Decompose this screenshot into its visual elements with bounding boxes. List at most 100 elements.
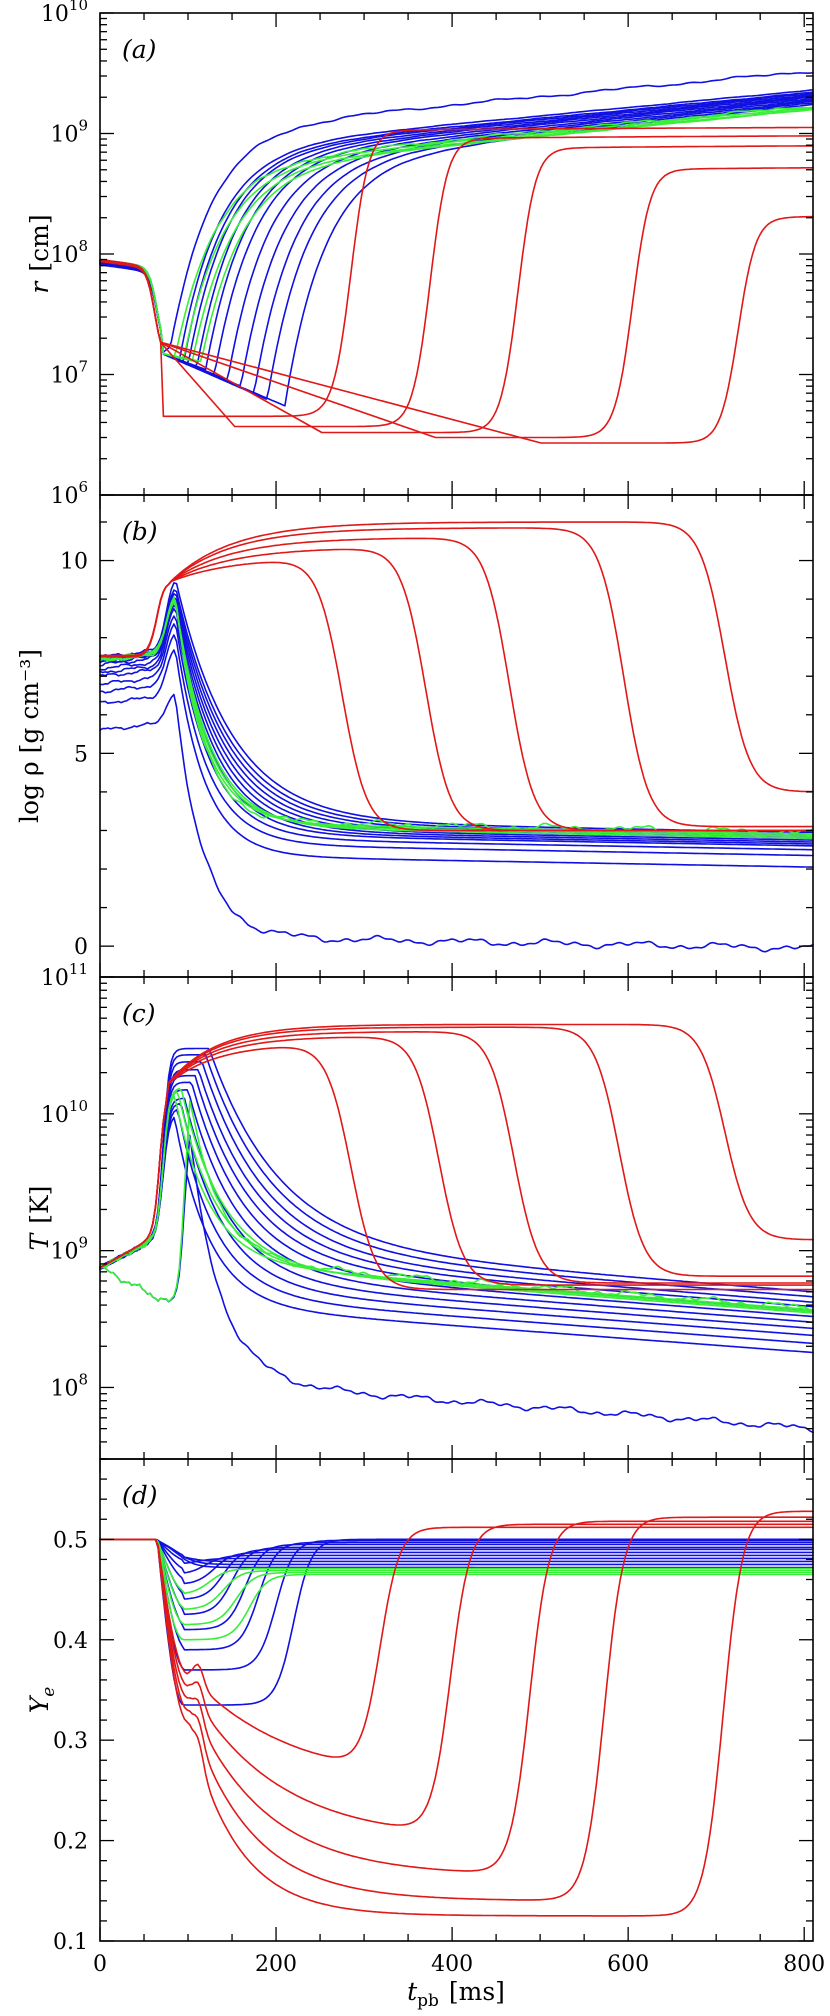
panel-b-ticks: 0 5 10: [60, 495, 813, 977]
panel-c-ylabel-unit: [K]: [25, 1186, 54, 1224]
panel-b-blue-tracer-7: [99, 604, 814, 843]
panel-b-blue-tracer-11: [99, 589, 814, 836]
panel-d-blue-tracer-10: [99, 1538, 814, 1563]
panel-b-tag: (b): [122, 517, 158, 546]
panel-b-red-tracer-5: [99, 561, 814, 832]
panel-d-blue-tracer-2: [99, 1538, 814, 1671]
panel-d-blue-tracer-6: [99, 1538, 814, 1600]
panel-c-red-tracer-2: [99, 1026, 814, 1277]
panel-d-blue-tracer-12: [99, 1538, 814, 1569]
panel-a-blue-tracer-6: [99, 94, 814, 371]
panel-b-red-tracer-2: [99, 527, 814, 828]
panel-a-red-tracer-5: [99, 126, 814, 418]
panel-a-red-tracer-3: [99, 145, 814, 434]
panel-c-blue-tracer-9: [99, 1068, 814, 1308]
y-tick-label: 5: [74, 742, 88, 767]
panel-d-red-tracer-3: [99, 1520, 814, 1872]
panel-c-blue-tracer-7: [99, 1081, 814, 1318]
panel-c-red-tracer-3: [99, 1031, 814, 1284]
x-axis-label-unit: [ms]: [449, 1977, 505, 2006]
x-axis-label-var: t: [407, 1977, 418, 2006]
panel-a-blue-tracer-1: [99, 71, 814, 353]
panel-d-red-tracer-4: [99, 1523, 814, 1826]
x-tick-label: 800: [783, 1952, 825, 1977]
panel-b-green-tracer-3: [99, 599, 814, 838]
panel-a-red-tracer-2: [99, 167, 814, 439]
panel-d-blue-tracer-11: [99, 1538, 814, 1566]
panel-b-blue-tracer-9: [99, 596, 814, 839]
panel-c-blue-tracer-3: [99, 1109, 814, 1345]
x-tick-label: 400: [431, 1952, 473, 1977]
panel-d-green-tracer-1: [99, 1538, 814, 1641]
x-tick-label: 600: [607, 1952, 649, 1977]
panel-c-blue-tracer-6: [99, 1089, 814, 1323]
panel-c-green-tracer-1: [99, 1100, 814, 1313]
y-tick-label: 1010: [41, 0, 88, 27]
y-tick-label: 10: [60, 550, 88, 575]
panel-d: 0 200 400 600 800 0.1 0.2 0.3 0.4 0.5 (d) Ye tpb […: [25, 1458, 825, 2011]
panel-c-red-tracer-4: [99, 1036, 814, 1286]
panel-a-green-tracer-4: [99, 108, 814, 363]
panel-b-blue-tracer-8: [99, 600, 814, 841]
panel-a-ylabel-var: r: [25, 280, 54, 294]
y-tick-label: 109: [50, 117, 88, 148]
panel-d-curves: [99, 1510, 814, 1917]
panel-b: 0 5 10 (b) log ρ [g cm⁻³]: [15, 494, 814, 978]
panel-c-green-tracer-2: [99, 1095, 814, 1311]
y-tick-label: 1011: [41, 960, 88, 991]
panel-a-blue-tracer-4: [99, 92, 814, 366]
y-tick-label: 107: [50, 358, 88, 389]
y-tick-label: 0.4: [53, 1629, 88, 1654]
panel-a-tag: (a): [122, 35, 156, 64]
panel-c-green-tracer-3: [99, 1090, 814, 1313]
panel-d-tag: (d): [122, 1481, 158, 1510]
panel-b-blue-tracer-6: [99, 608, 814, 845]
panel-d-red-tracer-1: [99, 1510, 814, 1917]
panel-b-red-tracer-1: [99, 521, 814, 793]
panel-b-curves: [99, 521, 814, 953]
panel-a-ylabel: r [cm]: [25, 214, 54, 293]
panel-b-ylabel: log ρ [g cm⁻³]: [15, 649, 44, 823]
panel-d-frame: [99, 1458, 814, 1942]
panel-b-green-tracer-4: [99, 601, 814, 839]
panel-d-green-tracer-4: [99, 1538, 814, 1594]
panel-a-green-tracer-2: [99, 106, 814, 360]
panel-b-blue-tracer-1: [99, 693, 814, 953]
panel-d-blue-tracer-5: [99, 1538, 814, 1616]
y-tick-label: 108: [50, 237, 88, 268]
panel-a-curves: [99, 71, 814, 444]
y-tick-label: 108: [50, 1370, 88, 1401]
panel-c-blue-tracer-2: [99, 1116, 814, 1354]
panel-c-ylabel-var: T: [25, 1231, 54, 1250]
panel-a-red-tracer-4: [99, 135, 814, 428]
panel-c-red-tracer-5: [99, 1046, 814, 1291]
y-tick-label: 0.3: [53, 1729, 88, 1754]
panel-a-ticks: 106 107 108 109 1010: [41, 0, 813, 509]
panel-d-ticks: 0 200 400 600 800 0.1 0.2 0.3 0.4 0.5: [53, 1458, 825, 1977]
y-tick-label: 0: [74, 935, 88, 960]
panel-a-blue-tracer-3: [99, 91, 814, 363]
panel-d-red-tracer-5: [99, 1526, 814, 1758]
panel-b-blue-tracer-2: [99, 649, 814, 868]
panel-d-blue-tracer-4: [99, 1538, 814, 1631]
y-tick-label: 0.5: [53, 1528, 88, 1553]
panel-c-blue-tracer-4: [99, 1102, 814, 1337]
panel-a-green-tracer-3: [99, 108, 814, 362]
panel-d-blue-tracer-1: [99, 1538, 814, 1706]
panel-d-ylabel-var: Y: [25, 1694, 54, 1713]
panel-c-ticks: 108 109 1010 1011: [41, 960, 813, 1460]
panel-c-curves: [99, 1023, 814, 1434]
panel-c: 108 109 1010 1011 (c) T [K]: [25, 960, 814, 1460]
panel-c-blue-tracer-1: [99, 1134, 814, 1434]
panel-c-ylabel: T [K]: [25, 1186, 54, 1251]
panel-c-tag: (c): [122, 999, 156, 1028]
x-tick-label: 200: [255, 1952, 297, 1977]
panel-a-ylabel-unit: [cm]: [25, 214, 54, 271]
panel-c-blue-tracer-11: [99, 1054, 814, 1298]
panel-d-blue-tracer-9: [99, 1538, 814, 1564]
panel-d-ylabel: Ye: [25, 1687, 59, 1714]
panel-d-green-tracer-3: [99, 1538, 814, 1610]
panel-d-ylabel-sub: e: [39, 1687, 59, 1697]
x-tick-label: 0: [93, 1952, 107, 1977]
